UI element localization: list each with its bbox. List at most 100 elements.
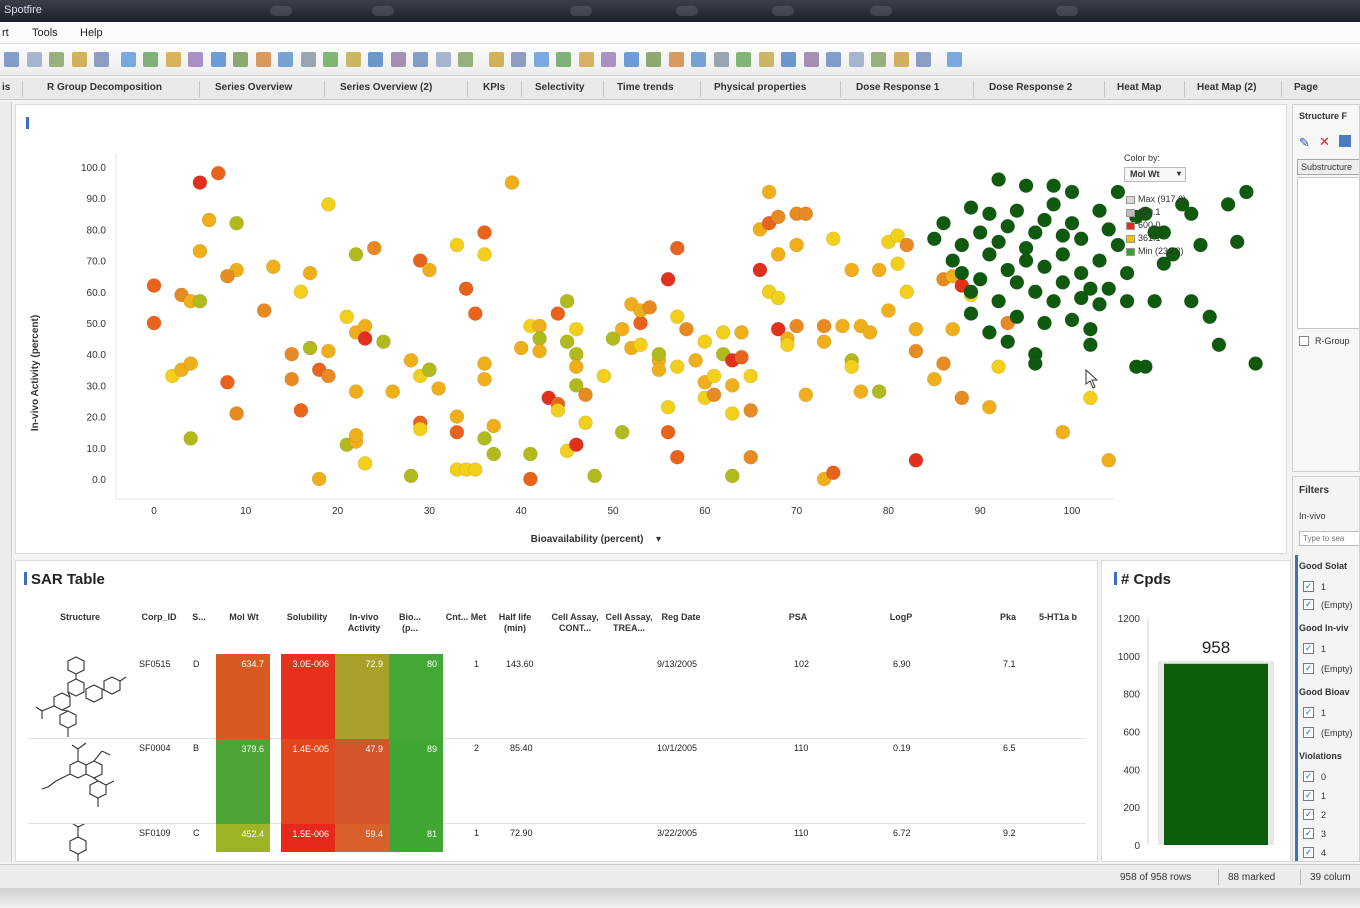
scatter-point[interactable] xyxy=(752,262,768,278)
col-header-logp[interactable]: LogP xyxy=(889,612,913,622)
scatter-point[interactable] xyxy=(1064,312,1080,328)
scatter-point[interactable] xyxy=(321,343,336,359)
scatter-point[interactable] xyxy=(816,318,832,334)
toolbar-button[interactable] xyxy=(646,52,661,67)
scatter-point[interactable] xyxy=(1064,184,1080,200)
scatter-point[interactable] xyxy=(229,215,244,231)
scatter-point[interactable] xyxy=(1018,253,1034,268)
scatter-point[interactable] xyxy=(743,403,759,418)
scatter-plot[interactable]: 0 10 20 30 40 50 60 70 80 90 100 0.0 10.0 20.0 30.0 40.… xyxy=(16,105,1288,555)
filter-group-good-in-vivo[interactable]: Good In-viv xyxy=(1299,623,1349,633)
scatter-point[interactable] xyxy=(1046,178,1061,193)
scatter-point[interactable] xyxy=(789,237,804,253)
scatter-point[interactable] xyxy=(339,309,355,325)
scatter-point[interactable] xyxy=(991,234,1006,250)
scatter-point[interactable] xyxy=(669,240,685,256)
scatter-point[interactable] xyxy=(284,371,300,387)
scatter-point[interactable] xyxy=(1211,337,1227,353)
scatter-point[interactable] xyxy=(550,403,566,418)
scatter-point[interactable] xyxy=(991,359,1006,375)
scatter-point[interactable] xyxy=(403,353,419,368)
scatter-point[interactable] xyxy=(1009,309,1025,325)
legend-item[interactable]: 600.0 xyxy=(1124,220,1244,231)
col-header-cell-assay-cont[interactable]: Cell Assay, CONT... xyxy=(551,612,599,633)
scatter-point[interactable] xyxy=(1147,225,1162,240)
scatter-point[interactable] xyxy=(1037,259,1052,275)
toolbar-button[interactable] xyxy=(413,52,428,67)
toolbar-button[interactable] xyxy=(623,52,639,67)
scatter-point[interactable] xyxy=(660,399,676,415)
toolbar-button[interactable] xyxy=(601,52,616,67)
scatter-point[interactable] xyxy=(1037,212,1052,228)
scatter-point[interactable] xyxy=(412,421,428,437)
col-header-half-life[interactable]: Half life (min) xyxy=(498,612,532,633)
scatter-point[interactable] xyxy=(293,284,309,300)
scatter-point[interactable] xyxy=(477,431,492,446)
tab-heat-map-2[interactable]: Heat Map (2) xyxy=(1197,82,1257,93)
scatter-point[interactable] xyxy=(1018,240,1034,256)
toolbar-button[interactable] xyxy=(713,52,729,67)
filter-group-violations[interactable]: Violations xyxy=(1299,751,1342,761)
scatter-point[interactable] xyxy=(422,362,437,378)
scatter-point[interactable] xyxy=(890,256,905,271)
scatter-point[interactable] xyxy=(211,165,226,181)
scatter-point[interactable] xyxy=(982,206,997,222)
scatter-point[interactable] xyxy=(669,359,685,375)
scatter-point[interactable] xyxy=(633,337,648,353)
tab-heat-map[interactable]: Heat Map xyxy=(1117,82,1162,93)
filter-checkbox[interactable]: ✓ xyxy=(1303,707,1314,718)
toolbar-button[interactable] xyxy=(435,52,451,67)
scatter-point[interactable] xyxy=(422,262,437,278)
scatter-point[interactable] xyxy=(568,359,584,375)
scatter-point[interactable] xyxy=(467,462,483,477)
scatter-point[interactable] xyxy=(1000,262,1016,278)
scatter-point[interactable] xyxy=(963,284,979,300)
scatter-plot-panel[interactable]: 0 10 20 30 40 50 60 70 80 90 100 0.0 10.0 20.0 30.0 40.… xyxy=(15,104,1287,554)
col-header-corp-id[interactable]: Corp_ID xyxy=(141,612,177,622)
toolbar-button[interactable] xyxy=(736,52,751,67)
filter-search-input[interactable] xyxy=(1299,531,1359,546)
scatter-point[interactable] xyxy=(220,374,235,390)
scatter-point[interactable] xyxy=(743,449,759,465)
scatter-point[interactable] xyxy=(954,390,970,406)
scatter-point[interactable] xyxy=(1101,281,1116,296)
scatter-point[interactable] xyxy=(357,456,373,471)
scatter-point[interactable] xyxy=(559,334,575,349)
y-axis-label[interactable]: In-vivo Activity (percent) xyxy=(30,315,41,431)
scatter-point[interactable] xyxy=(532,318,547,334)
scatter-point[interactable] xyxy=(357,318,373,334)
scatter-point[interactable] xyxy=(568,378,584,393)
scatter-point[interactable] xyxy=(486,418,502,434)
scatter-point[interactable] xyxy=(1092,203,1107,218)
tab-dose-response-2[interactable]: Dose Response 2 xyxy=(989,82,1073,93)
filter-checkbox[interactable]: ✓ xyxy=(1303,599,1314,610)
toolbar-button[interactable] xyxy=(4,52,19,67)
scatter-point[interactable] xyxy=(715,325,731,340)
scatter-point[interactable] xyxy=(669,449,685,465)
scatter-point[interactable] xyxy=(642,300,658,315)
scatter-point[interactable] xyxy=(477,371,492,387)
col-header-pka[interactable]: Pka xyxy=(999,612,1016,622)
scatter-point[interactable] xyxy=(734,325,749,340)
scatter-point[interactable] xyxy=(908,452,924,468)
scatter-point[interactable] xyxy=(1083,337,1098,353)
scatter-point[interactable] xyxy=(954,237,970,253)
scatter-point[interactable] xyxy=(954,265,970,281)
scatter-point[interactable] xyxy=(146,278,162,293)
toolbar-button[interactable] xyxy=(278,52,293,67)
scatter-point[interactable] xyxy=(972,272,988,287)
tab-time-trends[interactable]: Time trends xyxy=(617,82,674,93)
scatter-point[interactable] xyxy=(679,321,694,337)
scatter-point[interactable] xyxy=(321,368,336,384)
scatter-point[interactable] xyxy=(523,471,538,487)
toolbar-button[interactable] xyxy=(556,52,571,67)
scatter-point[interactable] xyxy=(376,334,391,349)
scatter-point[interactable] xyxy=(486,446,502,462)
toolbar-button[interactable] xyxy=(345,52,361,67)
scatter-point[interactable] xyxy=(192,175,208,190)
scatter-point[interactable] xyxy=(1055,275,1071,290)
scatter-point[interactable] xyxy=(284,346,300,362)
scatter-point[interactable] xyxy=(192,293,208,309)
scatter-point[interactable] xyxy=(1073,231,1089,247)
scatter-point[interactable] xyxy=(798,387,814,403)
